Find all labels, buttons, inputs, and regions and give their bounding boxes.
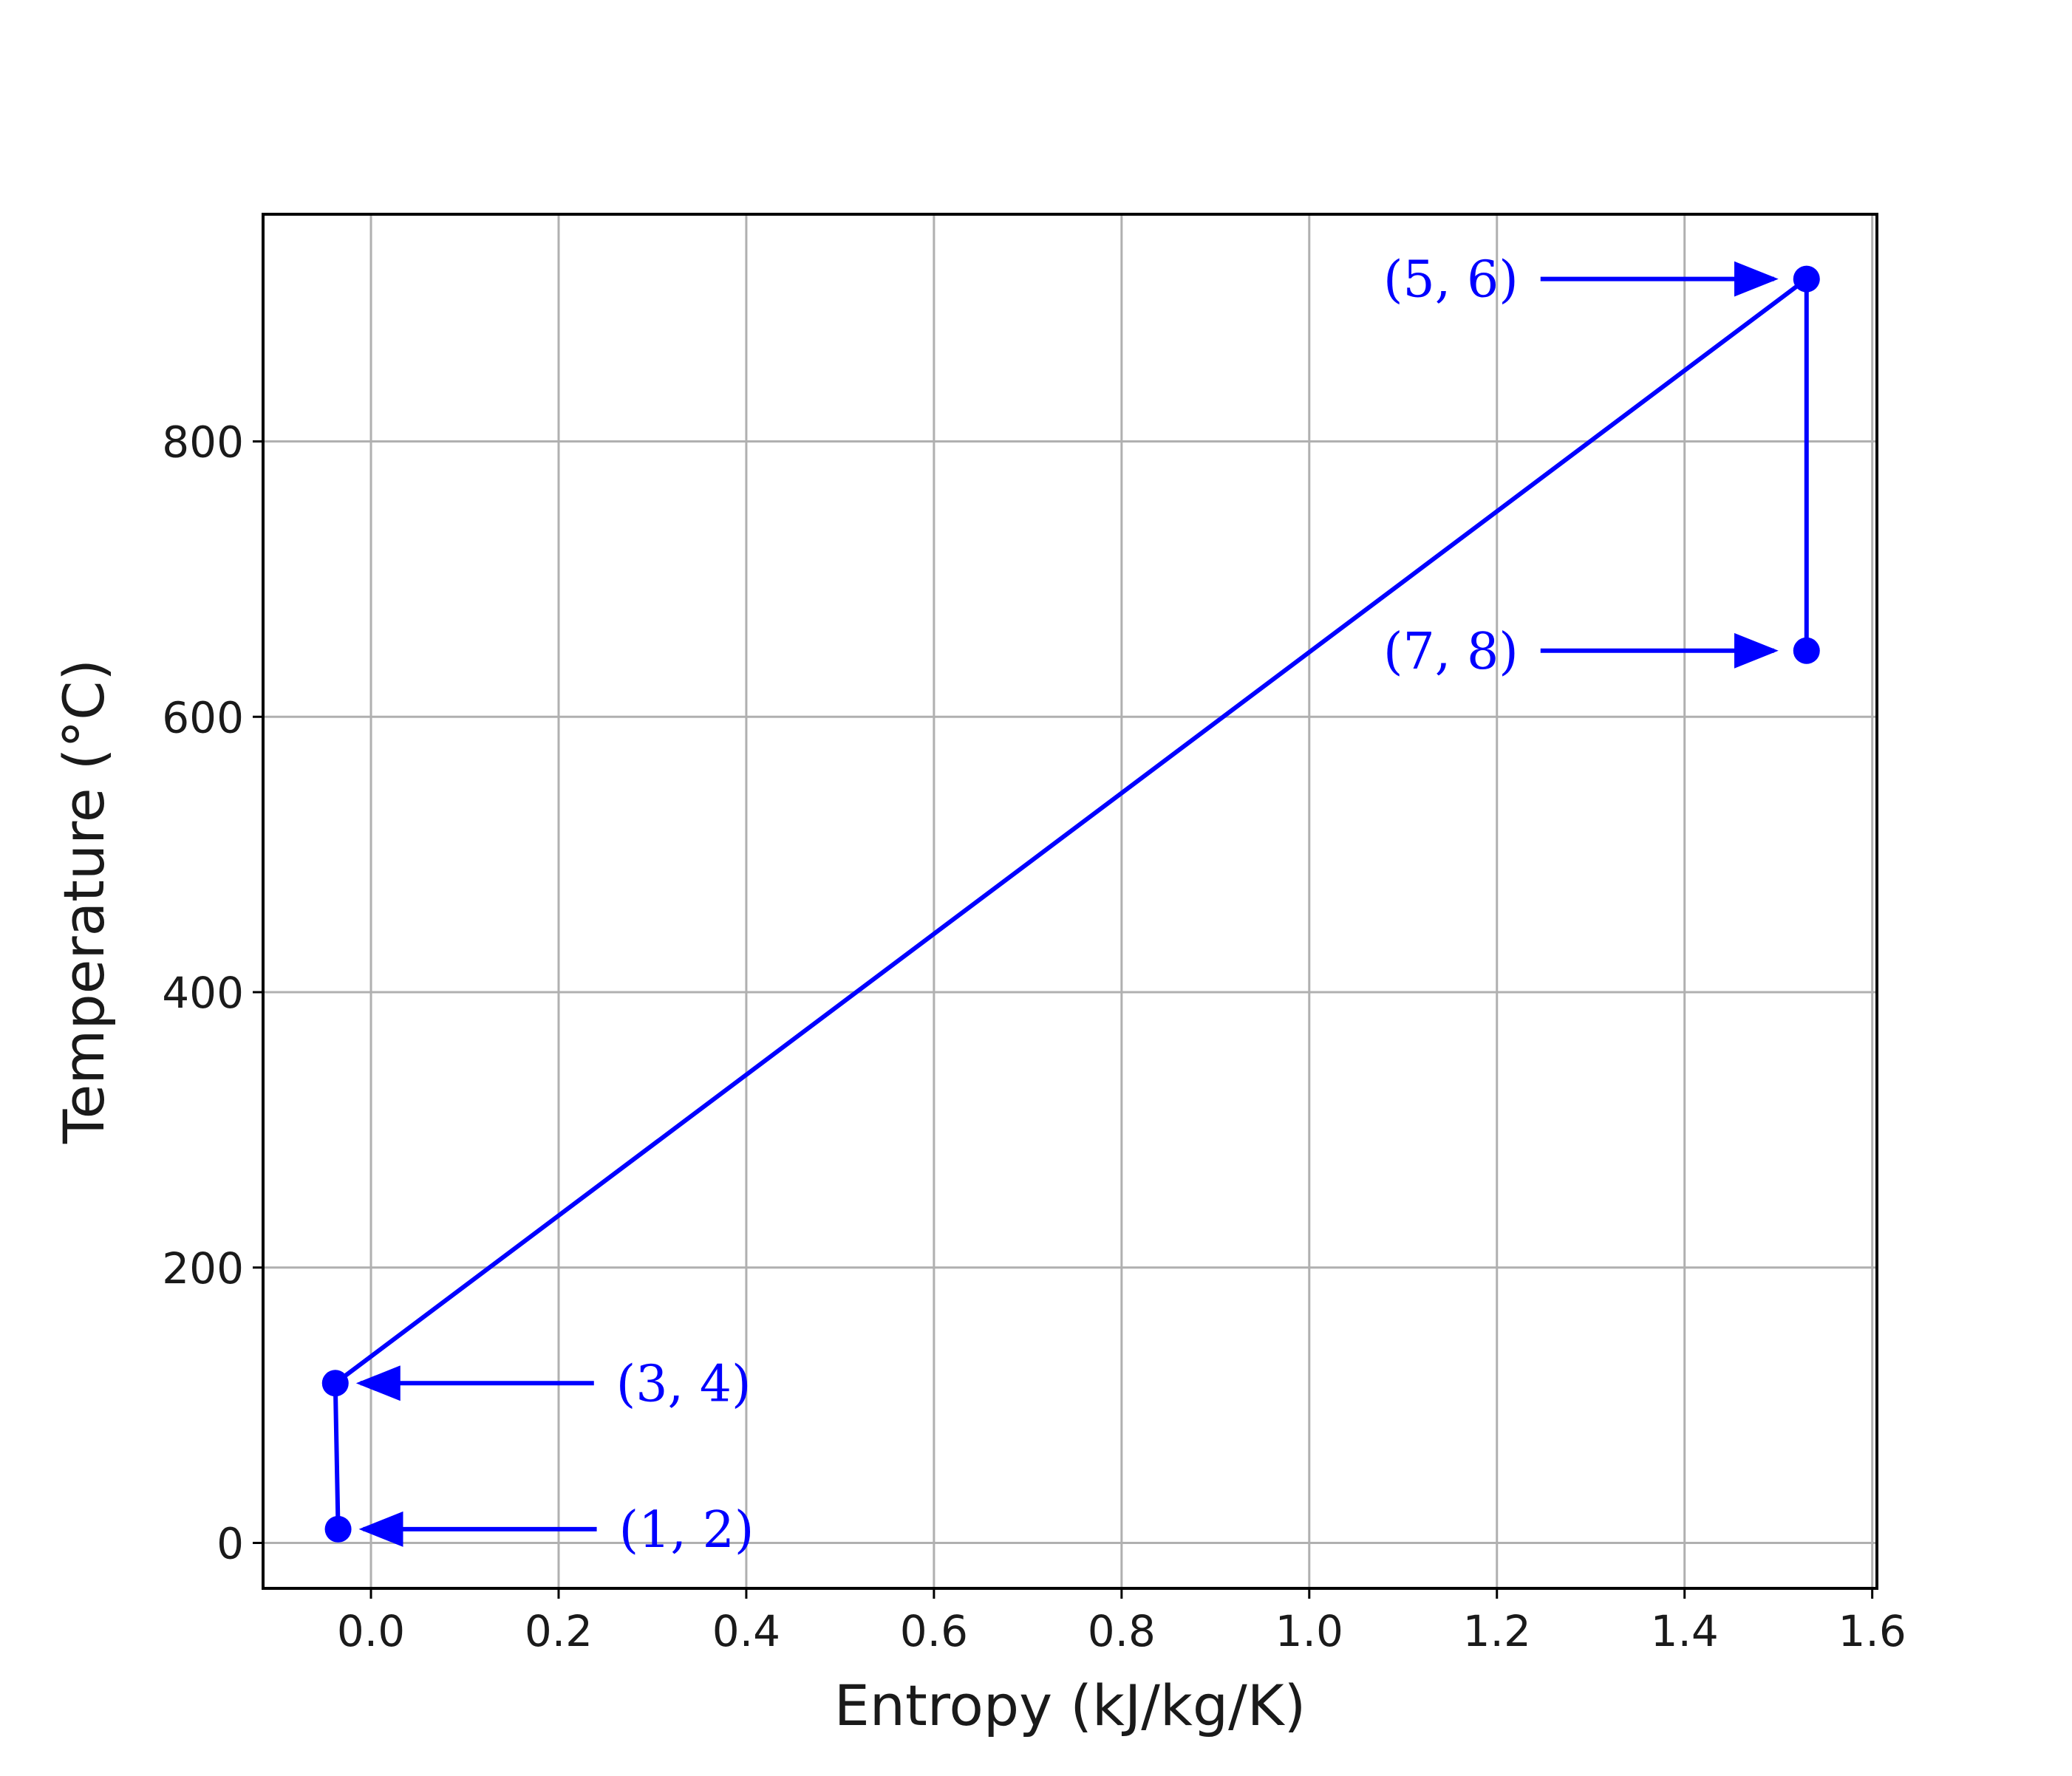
x-tick-label: 1.4 [1651, 1606, 1719, 1656]
annotations: (1, 2) (3, 4) (5, 6) (7, 8) [355, 251, 1779, 1560]
y-tick-label: 600 [162, 692, 244, 742]
annotation-label: (5, 6) [1383, 251, 1519, 310]
y-axis-label: Temperature (°C) [51, 659, 117, 1144]
x-axis-label: Entropy (kJ/kg/K) [834, 1673, 1306, 1738]
x-tick-label: 0.4 [712, 1606, 780, 1656]
annotation-label: (3, 4) [616, 1355, 752, 1413]
data-point [1793, 265, 1820, 293]
annotation-label: (7, 8) [1383, 623, 1519, 681]
x-tick-label: 1.0 [1275, 1606, 1343, 1656]
annotation-label: (1, 2) [619, 1501, 754, 1560]
y-tick-label: 200 [162, 1243, 244, 1294]
x-tick-label: 1.6 [1838, 1606, 1906, 1656]
x-tick-label: 1.2 [1463, 1606, 1531, 1656]
data-series [321, 265, 1820, 1543]
x-tick-label: 0.6 [900, 1606, 968, 1656]
y-tick-label: 800 [162, 417, 244, 468]
data-point [324, 1515, 352, 1543]
data-point [321, 1370, 349, 1397]
grid-lines [263, 214, 1877, 1588]
plot-frame [262, 213, 1878, 1590]
axis-ticks: 0.0 0.2 0.4 0.6 0.8 1.0 1.2 1.4 1.6 0 200 400 600 800 [162, 417, 1906, 1656]
y-tick-label: 0 [217, 1518, 244, 1568]
series-line [333, 276, 1809, 1529]
data-point [1793, 637, 1820, 664]
x-tick-label: 0.2 [525, 1606, 593, 1656]
y-tick-label: 400 [162, 968, 244, 1018]
x-tick-label: 0.0 [337, 1606, 405, 1656]
x-tick-label: 0.8 [1088, 1606, 1156, 1656]
